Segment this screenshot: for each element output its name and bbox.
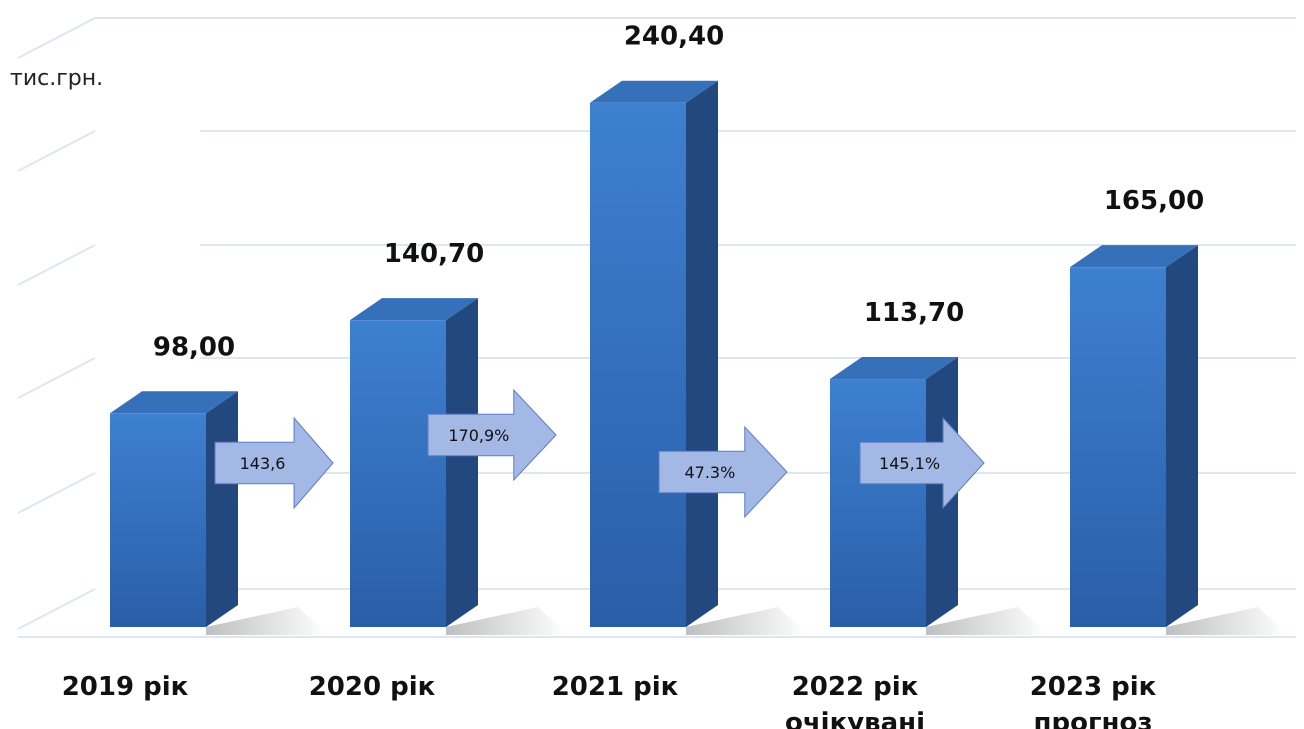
bar <box>350 298 568 635</box>
grid-line-diagonal <box>17 130 96 172</box>
bar-top <box>110 391 238 414</box>
bars <box>110 80 1288 635</box>
category-label: прогноз <box>1034 708 1153 729</box>
bar <box>590 80 808 635</box>
bar-top <box>1070 245 1198 268</box>
arrow-shape <box>859 416 985 510</box>
bar <box>1070 245 1288 635</box>
bar-side <box>926 357 958 627</box>
category-label: 2021 рік <box>552 672 679 702</box>
arrow-label: 47.3% <box>684 463 735 482</box>
value-labels: 98,00 140,70 240,40 113,70 165,00 <box>153 22 1204 363</box>
grid-line-diagonal <box>17 472 96 514</box>
bar-top <box>590 80 718 103</box>
bar-top <box>830 357 958 380</box>
value-label: 240,40 <box>624 22 724 52</box>
arrow-shape <box>427 388 557 482</box>
growth-arrow: 47.3% <box>658 425 788 519</box>
grid-line-diagonal <box>17 357 96 399</box>
growth-arrow: 170,9% <box>427 388 557 482</box>
grid-line-diagonal <box>17 17 96 59</box>
bar-side <box>686 80 718 627</box>
y-axis-label: тис.грн. <box>10 66 103 91</box>
bar-shadow <box>1166 607 1288 635</box>
value-label: 98,00 <box>153 332 235 362</box>
growth-arrows: 143,6 170,9% 47.3% 145,1% <box>214 388 985 519</box>
value-label: 113,70 <box>864 298 964 328</box>
value-label: 140,70 <box>384 239 484 269</box>
bar-shadow <box>446 607 568 635</box>
bar-top <box>350 298 478 321</box>
arrow-shape <box>658 425 788 519</box>
bar-shadow <box>686 607 808 635</box>
bar-front <box>1070 267 1166 627</box>
x-axis-categories: 2019 рік 2020 рік 2021 рік 2022 рік очікуван… <box>62 672 1157 729</box>
grid-line-diagonal <box>17 588 96 630</box>
arrow-label: 145,1% <box>879 454 940 473</box>
bar-side <box>206 391 238 627</box>
bar-shadow <box>926 607 1048 635</box>
bar-front <box>830 379 926 627</box>
arrow-label: 143,6 <box>240 454 286 473</box>
bar <box>830 357 1048 635</box>
value-label: 165,00 <box>1104 186 1204 216</box>
bar-shadow <box>206 607 328 635</box>
bar-front <box>590 102 686 627</box>
growth-arrow: 143,6 <box>214 416 334 510</box>
bar-front <box>350 320 446 627</box>
arrow-label: 170,9% <box>448 426 509 445</box>
arrow-shape <box>214 416 334 510</box>
category-label: 2019 рік <box>62 672 189 702</box>
bar-side <box>1166 245 1198 627</box>
bar-side <box>446 298 478 627</box>
bar-front <box>110 413 206 627</box>
category-label: 2023 рік <box>1030 672 1157 702</box>
growth-arrow: 145,1% <box>859 416 985 510</box>
category-label: 2022 рік <box>792 672 919 702</box>
grid-line-diagonal <box>17 244 96 286</box>
category-label: 2020 рік <box>309 672 436 702</box>
category-label: очікувані <box>785 708 925 729</box>
bar <box>110 391 328 635</box>
